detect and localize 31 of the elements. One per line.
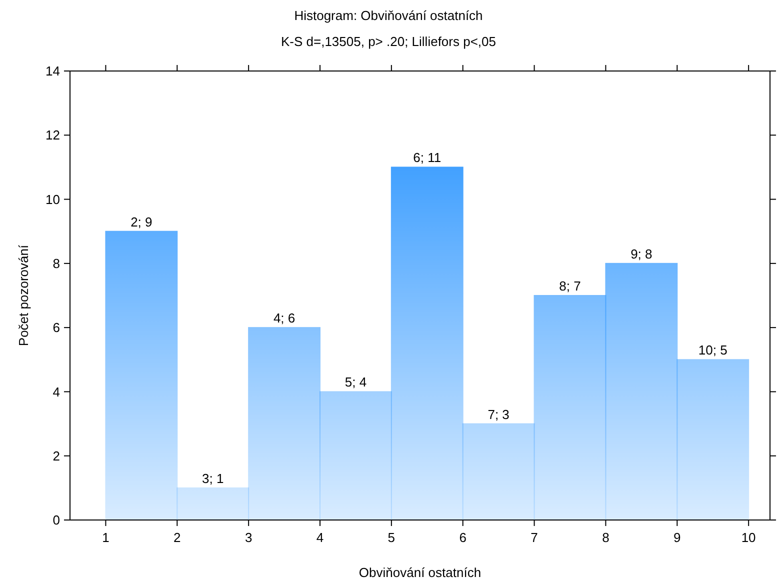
annotation: 3; 1 — [202, 470, 224, 486]
x-tick-label: 6 — [459, 530, 466, 545]
y-tick-label: 10 — [46, 192, 60, 207]
y-tick-label: 8 — [52, 256, 60, 271]
x-tick-label: 7 — [530, 530, 538, 545]
y-tick-label: 14 — [46, 64, 60, 79]
y-tick-label: 0 — [52, 512, 60, 528]
x-tick-label: 2 — [174, 530, 181, 545]
annotation: 2; 9 — [130, 214, 152, 230]
y-tick-label: 6 — [52, 320, 60, 336]
x-tick-label: 9 — [674, 530, 681, 545]
x-tick-label: 10 — [741, 530, 756, 545]
annotation: 7; 3 — [488, 406, 510, 422]
y-tick-label: 4 — [52, 384, 60, 400]
annotation: 9; 8 — [630, 246, 652, 262]
x-tick-label: 8 — [602, 530, 610, 545]
annotation: 8; 7 — [559, 278, 581, 294]
y-tick-label: 2 — [52, 448, 60, 464]
y-tick-label: 12 — [46, 128, 60, 143]
x-tick-label: 3 — [244, 530, 252, 545]
annotation: 5; 4 — [344, 374, 367, 390]
x-tick-label: 4 — [316, 530, 324, 545]
annotation: 6; 11 — [413, 150, 442, 166]
x-tick-label: 5 — [388, 530, 396, 545]
chart-title: Histogram: Obviňování ostatních — [294, 8, 483, 23]
chart-subtitle: K-S d=,13505, p> .20; Lilliefors p<,05 — [280, 34, 496, 49]
y-axis-title: Počet pozorování — [16, 244, 31, 346]
annotation: 10; 5 — [698, 342, 728, 358]
x-axis-title: Obviňování ostatních — [358, 565, 482, 580]
x-tick-label: 1 — [102, 530, 110, 545]
annotation: 4; 6 — [273, 310, 296, 326]
